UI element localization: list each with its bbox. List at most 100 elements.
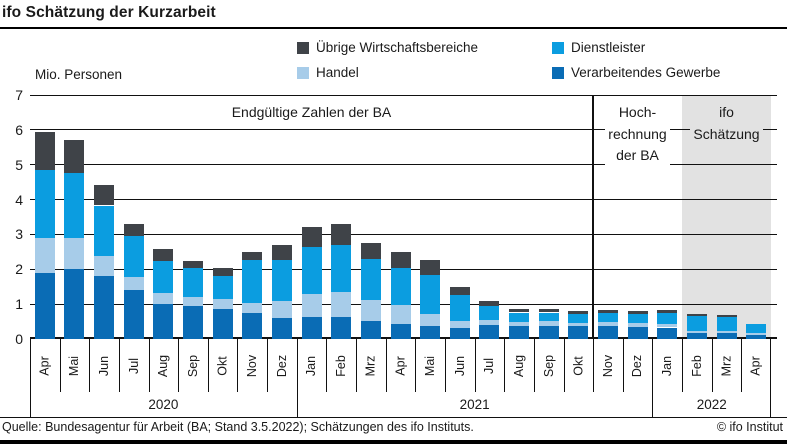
bar-segment (597, 310, 618, 314)
month-separator (207, 339, 209, 392)
bar-segment (331, 316, 352, 339)
bar-segment (153, 304, 174, 339)
month-label: Sep (534, 339, 564, 392)
bar-segment (360, 259, 381, 301)
month-separator (237, 339, 239, 392)
bar-segment (271, 300, 292, 319)
month-label-text: Nov (245, 354, 260, 377)
bar-segment (390, 267, 411, 305)
bar-segment (509, 321, 530, 327)
gridline (30, 94, 777, 96)
bar-segment (301, 227, 322, 247)
month-label-text: Apr (37, 355, 52, 376)
month-separator (770, 339, 771, 392)
month-label-text: Aug (156, 354, 171, 377)
bar-segment (94, 205, 115, 257)
bar-segment (183, 268, 204, 297)
bar-segment (420, 325, 441, 339)
bar-segment (627, 311, 648, 314)
bar-segment (509, 309, 530, 313)
bar-segment (686, 330, 707, 334)
month-label-text: Apr (393, 355, 408, 376)
gridline (30, 129, 777, 131)
month-separator (30, 339, 31, 392)
bar-segment (212, 268, 233, 276)
chart-title: ifo Schätzung der Kurzarbeit (2, 4, 216, 21)
bar-segment (183, 305, 204, 339)
bar-segment (420, 275, 441, 315)
zone-divider-line (592, 95, 595, 339)
legend-label: Verarbeitendes Gewerbe (571, 65, 721, 80)
month-separator (622, 339, 624, 392)
bar-segment (64, 237, 85, 270)
bar-segment (716, 333, 737, 339)
month-separator (148, 339, 150, 392)
year-label: 2021 (459, 397, 490, 412)
month-label-text: Feb (689, 354, 704, 377)
legend-swatch (297, 66, 309, 79)
bar-segment (627, 326, 648, 339)
bar-segment (183, 296, 204, 306)
month-separator (356, 339, 358, 392)
bar-segment (212, 309, 233, 339)
title-rule (0, 27, 787, 29)
month-separator (59, 339, 61, 392)
month-separator (593, 339, 595, 392)
bar-segment (64, 140, 85, 174)
bar-segment (538, 321, 559, 326)
legend-label: Dienstleister (571, 40, 646, 55)
annotation-ifo-line: ifo (719, 104, 734, 120)
bar-segment (331, 291, 352, 317)
bar-segment (153, 260, 174, 293)
bar-segment (597, 321, 618, 326)
bar-segment (568, 311, 589, 314)
month-label: Okt (208, 339, 238, 392)
bar-segment (123, 223, 144, 237)
month-separator (385, 339, 387, 392)
bar-segment (34, 272, 55, 339)
annotation-hochrechnung-ba: Hoch- rechnung der BA (593, 102, 682, 167)
month-separator (533, 339, 535, 392)
bar-segment (716, 314, 737, 317)
bar-segment (390, 304, 411, 324)
bar-segment (746, 332, 767, 335)
y-tick-label: 6 (15, 121, 23, 138)
month-separator (474, 339, 476, 392)
year-separator (652, 392, 654, 417)
month-label: Mrz (712, 339, 742, 392)
month-separator (118, 339, 120, 392)
bar-segment (746, 324, 767, 333)
month-separator (89, 339, 91, 392)
bar-segment (123, 289, 144, 339)
month-separator (415, 339, 417, 392)
legend-item: Handel (297, 65, 359, 80)
month-label-text: Aug (512, 354, 527, 377)
month-label-text: Jul (126, 357, 141, 374)
month-label: Jan (297, 339, 327, 392)
bar-segment (568, 326, 589, 339)
month-separator (563, 339, 565, 392)
bar-segment (301, 246, 322, 294)
bar-segment (627, 313, 648, 323)
bar-segment (153, 292, 174, 305)
bar-segment (34, 169, 55, 238)
month-label: Nov (593, 339, 623, 392)
month-label-text: Dez (630, 354, 645, 377)
bar-segment (64, 173, 85, 238)
month-label-text: Mai (423, 355, 438, 376)
annotation-final-ba-text: Endgültige Zahlen der BA (231, 104, 392, 120)
gridline (30, 199, 777, 201)
month-label-text: Sep (186, 354, 200, 377)
month-separator (296, 339, 298, 392)
bar-segment (360, 300, 381, 321)
month-label: Apr (741, 339, 771, 392)
bar-segment (123, 236, 144, 278)
footer-rule (0, 417, 787, 418)
legend-label: Handel (316, 65, 359, 80)
legend-swatch (552, 66, 564, 79)
annotation-ifo-schaetzung: ifo Schätzung (682, 102, 771, 145)
bar-segment (212, 298, 233, 310)
y-tick-label: 3 (15, 226, 23, 243)
legend-item: Verarbeitendes Gewerbe (552, 65, 720, 80)
plot-area: Endgültige Zahlen der BA Hoch- rechnung … (30, 94, 777, 339)
